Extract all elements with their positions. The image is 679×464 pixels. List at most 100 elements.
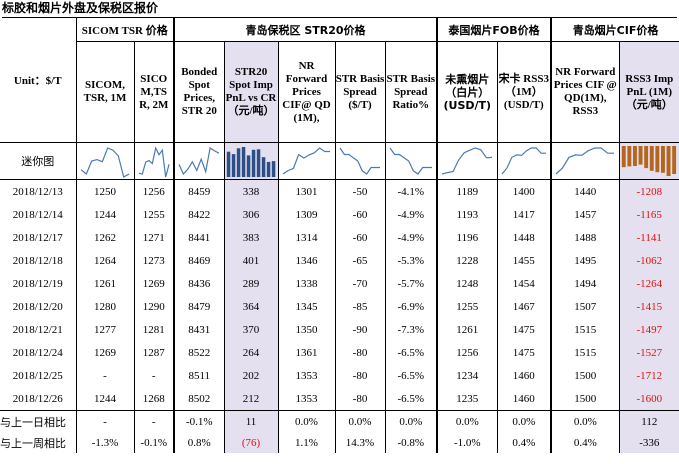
summary-cell: 1.1%: [277, 432, 336, 453]
row-date: 2018/12/21: [12, 323, 63, 336]
summary-cell: -: [75, 410, 134, 432]
table-cell: 1280: [75, 295, 134, 318]
table-cell: 1338: [277, 272, 336, 295]
table-cell: -90: [334, 318, 386, 341]
summary-cell: -1.3%: [75, 432, 134, 453]
spark-bar: [261, 157, 265, 177]
table-cell: 1475: [496, 318, 552, 341]
table-cell: -4.9%: [384, 203, 438, 226]
col-header-nr-forward: NR Forward Prices CIF@ QD (1M),: [277, 41, 336, 143]
col-header-sicom-1m: SICOM, TSR, 1M: [75, 41, 134, 143]
unit-label: Unit：$/T: [0, 18, 76, 143]
table-cell: -1165: [618, 203, 679, 226]
sparkline: [441, 147, 493, 175]
table-cell: -1712: [618, 364, 679, 387]
page-title: 标胶和烟片外盘及保税区报价: [2, 0, 677, 18]
summary-cell: 0.0%: [334, 410, 386, 432]
table-cell: -5.7%: [384, 272, 438, 295]
table-cell: 8469: [173, 249, 225, 272]
sparkline-cell: [436, 142, 498, 180]
table-cell: 264: [223, 341, 279, 364]
summary-label: 与上一日相比: [0, 410, 76, 432]
header-group-sicom: SICOM TSR 价格: [75, 18, 175, 42]
summary-cell: -0.1%: [133, 432, 175, 453]
spark-bar: [643, 146, 648, 169]
table-cell: 338: [223, 179, 279, 203]
table-cell: 1193: [436, 203, 498, 226]
price-table: Unit：$/T SICOM TSR 价格 青岛保税区 STR20价格 泰国烟片…: [0, 18, 679, 453]
table-cell: -: [133, 364, 175, 387]
row-date: 2018/12/18: [12, 254, 63, 267]
table-cell: -6.5%: [384, 387, 438, 411]
table-cell: 1277: [75, 318, 134, 341]
table-row: 2018/12/25- -8511 202 1353 -80 -6.5% 1234 1460 1…: [0, 364, 679, 387]
table-cell: 1495: [550, 249, 620, 272]
spark-bar: [241, 147, 245, 177]
summary-row: 与上一日相比 - - -0.1% 11 0.0% 0.0% 0.0% 0.0% 0.0% 0.0% 1…: [0, 410, 679, 432]
mini-chart-label: 迷你图: [0, 142, 76, 180]
row-date: 2018/12/24: [12, 346, 63, 359]
summary-cell: -0.1%: [173, 410, 225, 432]
table-cell: 1256: [436, 341, 498, 364]
table-cell: 370: [223, 318, 279, 341]
table-row: 2018/12/18 1264 1273 8469 401 1346 -65 -5.3% 122…: [0, 249, 679, 272]
table-cell: 1261: [75, 272, 134, 295]
table-cell: 1400: [496, 179, 552, 203]
table-cell: 1228: [436, 249, 498, 272]
header-group-qingdao-cif: 青岛烟片CIF价格: [550, 18, 679, 42]
summary-cell: 112: [618, 410, 679, 432]
table-cell: -1062: [618, 249, 679, 272]
table-cell: 1269: [75, 341, 134, 364]
table-row: 2018/12/20 1280 1290 8479 364 1345 -85 -6.9% 125…: [0, 295, 679, 318]
spark-bar: [226, 151, 230, 177]
table-cell: 1244: [75, 203, 134, 226]
summary-label: 与上一周相比: [0, 436, 66, 450]
table-cell: -80: [334, 387, 386, 411]
summary-cell: 14.3%: [334, 432, 386, 453]
col-header-str20-imp-pnl: STR20 Spot Imp PnL vs CR（元/吨）: [223, 41, 279, 143]
col-header-nr-forward-rss3: NR Forward Prices CIF @ QD(1M), RSS3: [550, 41, 620, 143]
sparkline-cell: [223, 142, 279, 180]
summary-cell: -336: [618, 432, 679, 453]
table-cell: -1600: [618, 387, 679, 411]
table-row: 2018/12/13 1250 1256 8459 338 1301 -50 -4.1% 118…: [0, 179, 679, 203]
table-cell: -50: [334, 179, 386, 203]
table-cell: 1515: [550, 318, 620, 341]
table-cell: 1235: [436, 387, 498, 411]
table-cell: 8431: [173, 318, 225, 341]
spark-bar: [621, 146, 626, 168]
table-cell: 1500: [550, 364, 620, 387]
table-cell: 1244: [75, 387, 134, 411]
sparkline: [501, 147, 546, 175]
table-cell: 1269: [133, 272, 175, 295]
spark-bar: [256, 149, 260, 177]
table-cell: -5.3%: [384, 249, 438, 272]
summary-cell: (76): [223, 432, 279, 453]
header-group-qingdao-bonded: 青岛保税区 STR20价格: [173, 18, 438, 42]
summary-cell: 0.0%: [496, 410, 552, 432]
table-cell: 1455: [496, 249, 552, 272]
spark-bar: [666, 146, 671, 176]
spark-bar: [271, 161, 275, 177]
sparkline-cell: [173, 142, 225, 180]
summary-cell: 0.4%: [550, 432, 620, 453]
table-cell: 364: [223, 295, 279, 318]
table-cell: 1454: [496, 272, 552, 295]
row-date: 2018/12/13: [12, 185, 63, 198]
spark-bar: [626, 146, 631, 167]
table-cell: 1290: [133, 295, 175, 318]
table-cell: 1189: [436, 179, 498, 203]
table-cell: 1255: [436, 295, 498, 318]
sparkline-cell: [384, 142, 438, 180]
table-cell: 1281: [133, 318, 175, 341]
col-header-str-basis-spread: STR Basis Spread ($/T): [334, 41, 386, 143]
table-cell: -1415: [618, 295, 679, 318]
sparkline: [80, 147, 129, 178]
table-row: 2018/12/17 1262 1271 8441 383 1314 -60 -4.9% 119…: [0, 226, 679, 249]
table-cell: -80: [334, 341, 386, 364]
spark-bar: [251, 149, 255, 177]
table-cell: -7.3%: [384, 318, 438, 341]
table-cell: -1497: [618, 318, 679, 341]
row-date: 2018/12/14: [12, 208, 63, 221]
table-cell: 1350: [277, 318, 336, 341]
